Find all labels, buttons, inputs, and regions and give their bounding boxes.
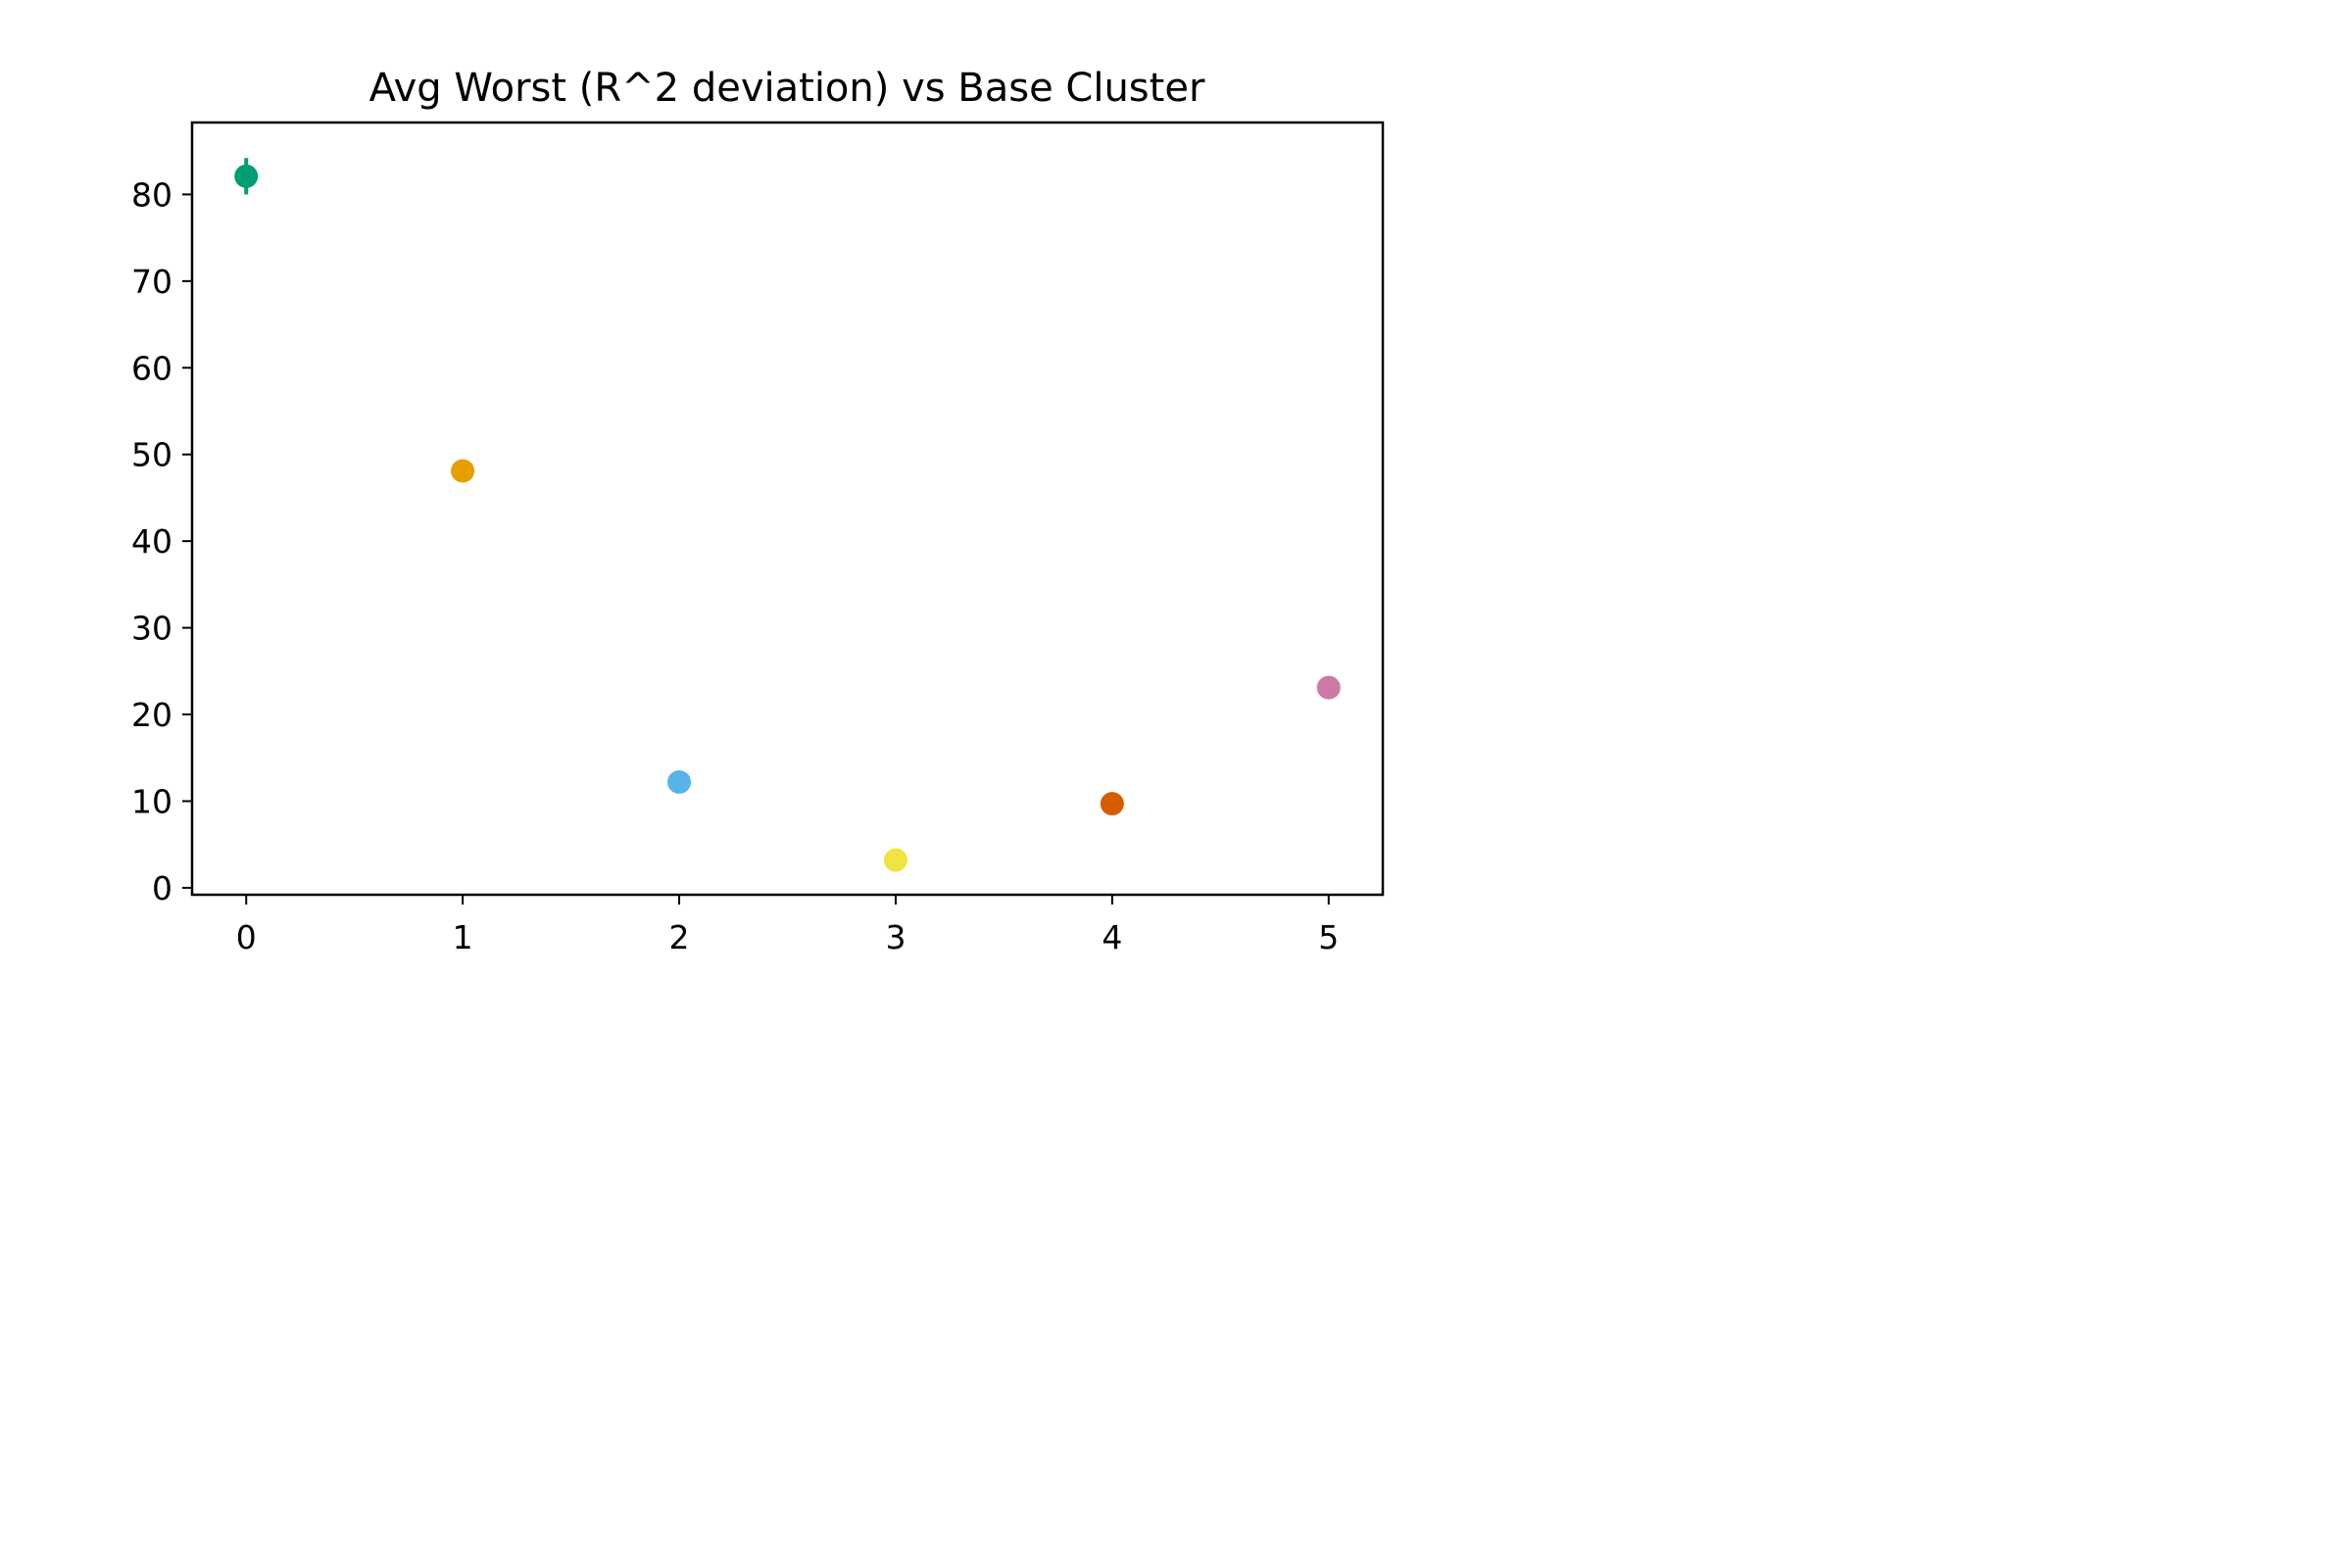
y-tick-label: 40: [131, 522, 172, 561]
x-tick-label: 2: [669, 918, 690, 956]
x-axis: 0 1 2 3 4 5: [236, 895, 1339, 956]
y-tick-label: 80: [131, 175, 172, 214]
y-axis: 0 10 20 30 40 50 60 70 80: [131, 175, 192, 907]
data-points: [234, 158, 1341, 872]
y-tick-label: 70: [131, 263, 172, 301]
y-tick-label: 0: [152, 869, 172, 907]
x-tick-label: 5: [1318, 918, 1339, 956]
y-tick-label: 20: [131, 696, 172, 734]
x-tick-label: 3: [885, 918, 906, 956]
y-tick-label: 30: [131, 610, 172, 648]
plot-frame: [190, 121, 1385, 897]
data-point: [883, 848, 907, 872]
y-tick-label: 60: [131, 349, 172, 387]
scatter-chart: Avg Worst (R^2 deviation) vs Base Cluste…: [131, 66, 1385, 956]
x-tick-label: 1: [453, 918, 473, 956]
y-tick-label: 10: [131, 782, 172, 820]
x-tick-label: 4: [1102, 918, 1122, 956]
chart-title: Avg Worst (R^2 deviation) vs Base Cluste…: [369, 66, 1205, 111]
data-point: [667, 770, 692, 795]
y-tick-label: 50: [131, 436, 172, 474]
x-tick-label: 0: [236, 918, 257, 956]
data-point: [234, 164, 259, 188]
data-point: [1100, 792, 1124, 816]
data-point: [451, 459, 475, 483]
data-point: [1316, 675, 1341, 700]
